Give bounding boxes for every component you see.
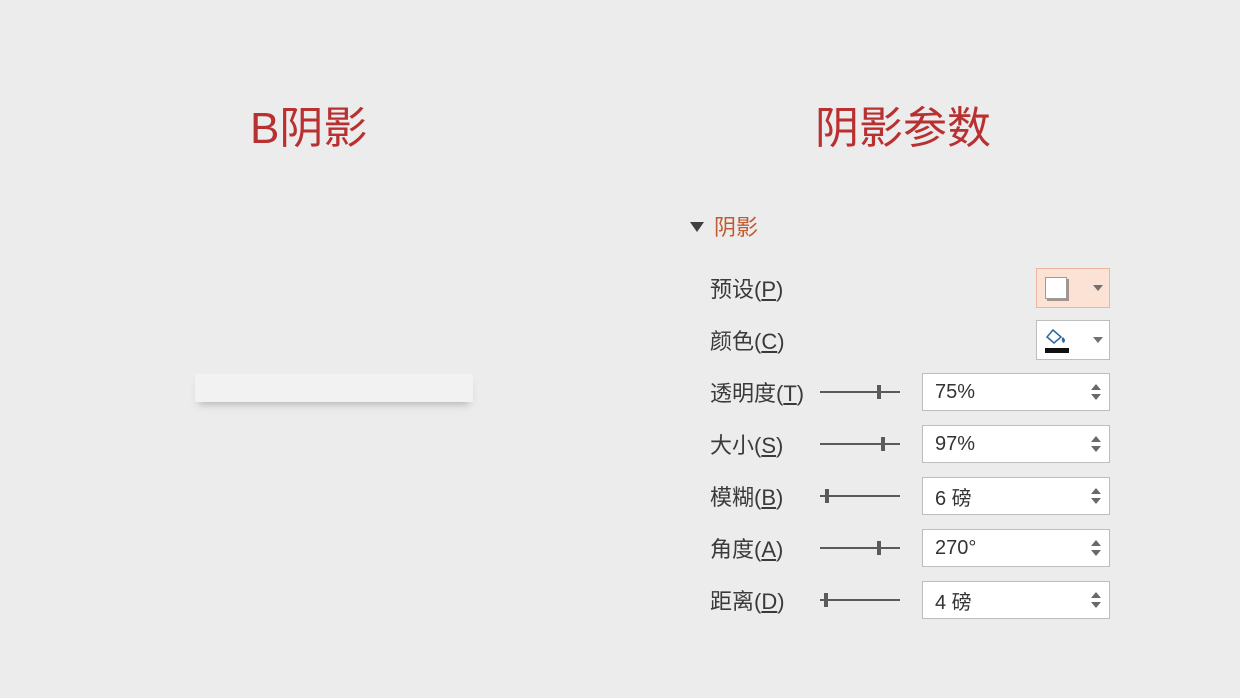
- size-spinner[interactable]: 97%: [922, 425, 1110, 463]
- label-angle-text: 角度: [710, 537, 754, 562]
- hotkey-preset: P: [761, 277, 776, 302]
- stepper-up-icon[interactable]: [1091, 384, 1101, 390]
- hotkey-distance: D: [761, 589, 777, 614]
- blur-stepper[interactable]: [1083, 478, 1109, 514]
- stepper-down-icon[interactable]: [1091, 394, 1101, 400]
- angle-slider[interactable]: [820, 547, 900, 549]
- size-value[interactable]: 97%: [923, 426, 1083, 462]
- stepper-up-icon[interactable]: [1091, 592, 1101, 598]
- title-b-shadow: B阴影: [250, 92, 367, 156]
- distance-spinner[interactable]: 4 磅: [922, 581, 1110, 619]
- stepper-up-icon[interactable]: [1091, 540, 1101, 546]
- label-distance-text: 距离: [710, 589, 754, 614]
- collapse-triangle-icon: [690, 222, 704, 232]
- paint-bucket-icon: [1045, 330, 1069, 350]
- hotkey-opacity: T: [783, 381, 796, 406]
- angle-value[interactable]: 270°: [923, 530, 1083, 566]
- opacity-spinner[interactable]: 75%: [922, 373, 1110, 411]
- label-size-text: 大小: [710, 433, 754, 458]
- label-color: 颜色(C): [690, 324, 820, 356]
- distance-stepper[interactable]: [1083, 582, 1109, 618]
- hotkey-size: S: [761, 433, 776, 458]
- blur-spinner[interactable]: 6 磅: [922, 477, 1110, 515]
- angle-slider-thumb[interactable]: [877, 541, 881, 555]
- label-opacity-text: 透明度: [710, 381, 776, 406]
- angle-spinner[interactable]: 270°: [922, 529, 1110, 567]
- chevron-down-icon: [1093, 337, 1103, 343]
- label-angle: 角度(A): [690, 532, 820, 564]
- blur-value[interactable]: 6 磅: [923, 478, 1083, 514]
- opacity-stepper[interactable]: [1083, 374, 1109, 410]
- distance-value[interactable]: 4 磅: [923, 582, 1083, 618]
- opacity-value[interactable]: 75%: [923, 374, 1083, 410]
- angle-stepper[interactable]: [1083, 530, 1109, 566]
- blur-slider-thumb[interactable]: [825, 489, 829, 503]
- shadow-preview-box: [195, 374, 473, 402]
- opacity-slider-thumb[interactable]: [877, 385, 881, 399]
- preset-icon: [1045, 277, 1067, 299]
- shadow-panel: 阴影 预设(P) 颜色(C): [690, 210, 1110, 626]
- stepper-up-icon[interactable]: [1091, 488, 1101, 494]
- stepper-down-icon[interactable]: [1091, 446, 1101, 452]
- size-slider-thumb[interactable]: [881, 437, 885, 451]
- hotkey-blur: B: [761, 485, 776, 510]
- blur-slider[interactable]: [820, 495, 900, 497]
- color-dropdown[interactable]: [1036, 320, 1110, 360]
- label-preset: 预设(P): [690, 272, 820, 304]
- row-blur: 模糊(B) 6 磅: [690, 470, 1110, 522]
- color-swatch: [1045, 348, 1069, 353]
- label-color-text: 颜色: [710, 329, 754, 354]
- stepper-down-icon[interactable]: [1091, 550, 1101, 556]
- title-shadow-params: 阴影参数: [815, 92, 991, 156]
- distance-slider-thumb[interactable]: [824, 593, 828, 607]
- preset-dropdown[interactable]: [1036, 268, 1110, 308]
- stepper-up-icon[interactable]: [1091, 436, 1101, 442]
- size-stepper[interactable]: [1083, 426, 1109, 462]
- row-distance: 距离(D) 4 磅: [690, 574, 1110, 626]
- distance-slider[interactable]: [820, 599, 900, 601]
- row-angle: 角度(A) 270°: [690, 522, 1110, 574]
- chevron-down-icon: [1093, 285, 1103, 291]
- label-size: 大小(S): [690, 428, 820, 460]
- hotkey-angle: A: [761, 537, 776, 562]
- panel-header[interactable]: 阴影: [690, 210, 1110, 242]
- size-slider[interactable]: [820, 443, 900, 445]
- label-preset-text: 预设: [710, 277, 754, 302]
- label-distance: 距离(D): [690, 584, 820, 616]
- label-blur-text: 模糊: [710, 485, 754, 510]
- stepper-down-icon[interactable]: [1091, 602, 1101, 608]
- row-color: 颜色(C): [690, 314, 1110, 366]
- label-opacity: 透明度(T): [690, 376, 820, 408]
- stepper-down-icon[interactable]: [1091, 498, 1101, 504]
- row-size: 大小(S) 97%: [690, 418, 1110, 470]
- hotkey-color: C: [761, 329, 777, 354]
- opacity-slider[interactable]: [820, 391, 900, 393]
- row-opacity: 透明度(T) 75%: [690, 366, 1110, 418]
- row-preset: 预设(P): [690, 262, 1110, 314]
- label-blur: 模糊(B): [690, 480, 820, 512]
- section-title: 阴影: [714, 210, 758, 242]
